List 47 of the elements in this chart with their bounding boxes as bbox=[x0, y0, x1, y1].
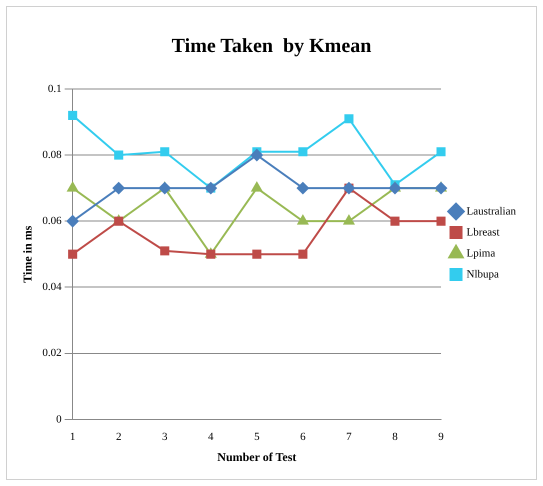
x-tick-label: 9 bbox=[438, 430, 444, 443]
x-tick-label: 1 bbox=[70, 430, 76, 443]
point bbox=[436, 216, 446, 226]
y-tick-label: 0.1 bbox=[48, 82, 62, 95]
legend-label: Nlbupa bbox=[466, 268, 500, 280]
legend-label: Laustralian bbox=[466, 205, 516, 218]
x-tick-label: 8 bbox=[392, 430, 398, 443]
y-tick-label: 0.02 bbox=[42, 347, 62, 360]
point bbox=[112, 182, 125, 194]
point bbox=[68, 110, 78, 120]
legend-label: Lbreast bbox=[466, 226, 500, 238]
point bbox=[435, 182, 448, 194]
point bbox=[436, 147, 446, 156]
point bbox=[344, 114, 354, 124]
point bbox=[388, 182, 401, 194]
legend-label: Lpima bbox=[466, 247, 496, 260]
point bbox=[344, 215, 354, 225]
point bbox=[68, 250, 78, 259]
point bbox=[252, 250, 262, 259]
point bbox=[114, 216, 124, 226]
point bbox=[250, 149, 263, 162]
x-axis-title: Number of Test bbox=[217, 450, 296, 464]
point bbox=[66, 215, 79, 228]
x-tick-label: 4 bbox=[208, 430, 214, 443]
x-tick-label: 7 bbox=[346, 430, 352, 443]
x-tick-label: 3 bbox=[162, 430, 168, 443]
point bbox=[296, 182, 309, 194]
chart-title: Time Taken by Kmean bbox=[172, 35, 372, 58]
point bbox=[160, 147, 170, 156]
point bbox=[160, 246, 170, 256]
y-tick-label: 0.08 bbox=[42, 148, 62, 161]
y-tick-label: 0.04 bbox=[42, 281, 62, 294]
point bbox=[114, 150, 124, 160]
x-tick-label: 5 bbox=[254, 430, 260, 443]
point bbox=[67, 182, 78, 192]
x-tick-label: 6 bbox=[300, 430, 306, 443]
point bbox=[298, 215, 308, 225]
x-tick-label: 2 bbox=[116, 430, 122, 443]
point bbox=[252, 182, 262, 192]
point bbox=[158, 182, 171, 194]
point bbox=[298, 250, 308, 259]
y-axis-title: Time in ms bbox=[20, 225, 34, 283]
point bbox=[390, 216, 400, 226]
y-tick-label: 0.06 bbox=[42, 215, 62, 228]
point bbox=[298, 147, 308, 156]
y-tick-label: 0 bbox=[56, 413, 62, 426]
point bbox=[206, 250, 216, 259]
